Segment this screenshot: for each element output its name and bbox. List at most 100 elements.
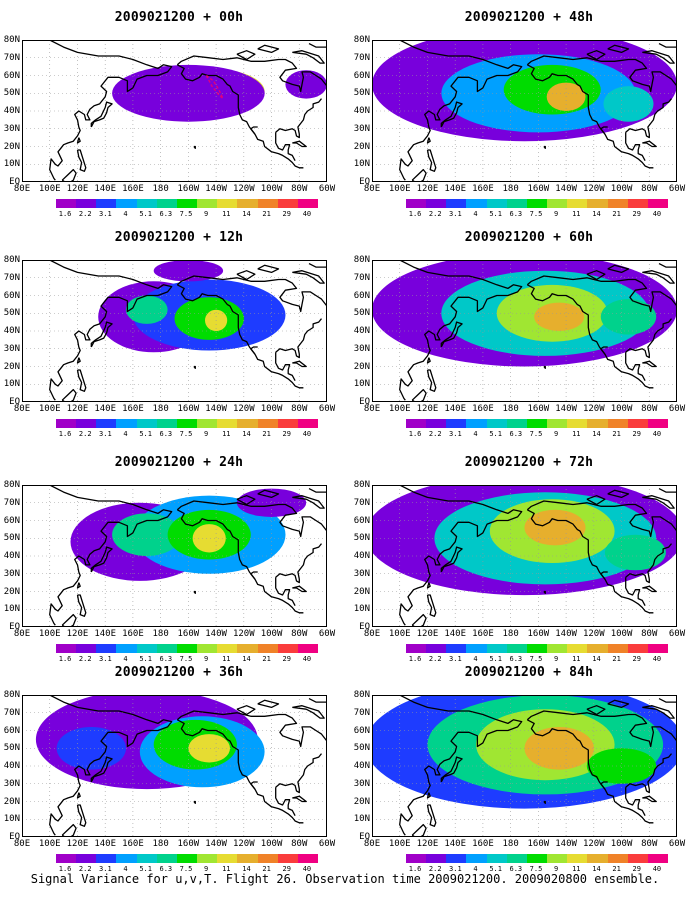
colorbar-swatch [486,644,507,653]
coastline [257,699,280,709]
colorbar-swatch [647,419,669,428]
colorbar-swatch [257,419,278,428]
longitude-tick-label: 180 [152,404,169,414]
coastline [49,695,173,836]
colorbar-swatch [627,854,648,863]
colorbar-tick-label: 2.2 [78,210,92,218]
colorbar-swatch [237,854,258,863]
latitude-tick-label: 10N [3,604,20,615]
colorbar-swatch [466,644,487,653]
colorbar-swatch [277,199,298,208]
colorbar-tick-label: 6.3 [159,210,173,218]
longitude-tick-label: 140W [205,184,227,194]
colorbar-tick-label: 3.1 [449,430,462,438]
longitude-tick-label: 160E [472,629,494,639]
colorbar-tick-label: 6.3 [509,430,523,438]
variance-contour [603,86,654,122]
coastline [250,571,258,580]
colorbar-swatch [426,199,447,208]
longitude-tick-label: 120E [416,839,439,849]
longitude-tick-label: 120E [66,629,89,639]
colorbar-tick-label: 4 [473,210,478,218]
colorbar-swatch [76,199,97,208]
latitude-tick-label: 20N [353,796,370,807]
coastline [61,388,77,402]
colorbar-swatch [56,419,77,428]
coastline [658,488,677,493]
longitude-tick-label: 100W [610,629,633,639]
longitude-tick-label: 140W [205,404,227,414]
colorbar-tick-label: 40 [302,865,312,873]
coastline [642,795,657,803]
colorbar-tick-label: 6.3 [509,655,523,663]
map-canvas [22,40,327,182]
colorbar-swatch [76,854,97,863]
latitude-tick-label: EQ [9,397,20,407]
latitude-tick-label: 40N [353,551,370,561]
colorbar-swatch [116,644,137,653]
colorbar-tick-label: 11 [572,865,581,873]
coastline [543,800,546,804]
coastline [176,509,304,614]
latitude-tick-label: 30N [3,778,20,789]
coastline [625,352,646,382]
latitude-tick-label: 30N [353,778,370,789]
coastline [76,149,87,172]
coastline [292,495,325,509]
colorbar-tick-label: 2.2 [428,865,442,873]
longitude-tick-label: 160W [177,184,200,194]
longitude-tick-label: 60W [668,839,686,849]
colorbar-swatch [426,644,447,653]
colorbar-tick-label: 21 [612,865,621,873]
colorbar-swatch [217,644,238,653]
longitude-tick-label: 80W [641,839,658,849]
colorbar-swatch [197,854,218,863]
longitude-tick-label: 60W [318,839,336,849]
latitude-tick-label: 60N [353,725,370,736]
latitude-tick-label: 20N [353,141,370,152]
longitude-tick-label: 80W [641,404,658,414]
colorbar-tick-label: 14 [242,655,251,663]
coastline [625,318,673,359]
coastline [607,44,630,54]
coastline [399,695,523,836]
longitude-tick-label: 140E [444,404,467,414]
variance-contour [236,488,307,517]
coastline [49,40,173,181]
coastline [658,43,677,48]
map-canvas [22,695,327,837]
colorbar-swatch [466,199,487,208]
colorbar-swatch [237,644,258,653]
latitude-tick-label: 50N [3,533,20,544]
colorbar-swatch [156,419,177,428]
latitude-tick-label: 60N [353,515,370,526]
coastline [526,500,677,539]
coastline [526,275,677,314]
variance-contour [153,260,224,282]
latitude-tick-label: EQ [359,397,370,407]
colorbar-tick-label: 5.1 [139,865,152,873]
coastline [90,101,113,128]
variance-contour [600,299,657,335]
coastline [61,168,77,182]
latitude-tick-label: 50N [353,533,370,544]
colorbar-tick-label: 7.5 [529,655,543,663]
colorbar-swatch [237,419,258,428]
coastline [426,582,431,589]
coastline [411,168,427,182]
map-border [372,40,677,182]
longitude-tick-label: 160E [122,839,144,849]
variance-contour [534,302,585,331]
coastline [586,705,606,716]
forecast-map [372,695,677,837]
flight-track [205,74,224,100]
coastline [292,705,325,719]
colorbar-swatch [156,199,177,208]
colorbar-swatch [627,419,648,428]
coastline [411,388,427,402]
variance-contour [604,534,666,571]
colorbar-swatch [217,199,238,208]
coastline [426,369,437,392]
longitude-tick-label: 100E [38,404,61,414]
colorbar-tick-label: 2.2 [78,655,92,663]
